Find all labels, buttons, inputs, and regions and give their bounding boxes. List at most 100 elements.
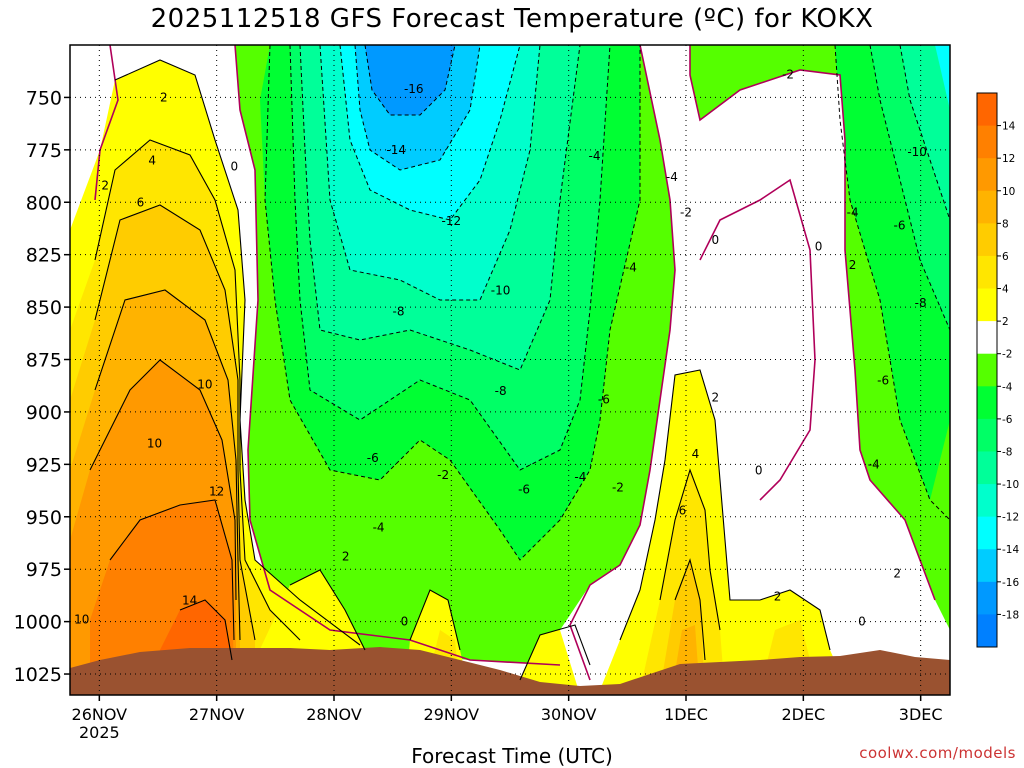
contour-label-1: 2	[101, 178, 109, 192]
colorbar-swatch-12	[977, 484, 997, 518]
colorbar-swatch-1	[977, 125, 997, 159]
colorbar-label-3: 8	[1002, 218, 1009, 230]
y-tick-label-875: 875	[26, 350, 62, 372]
colorbar: 14 12 10 8 6 4 2 -2 -4 -6 -8 -10 -12 -14 -16 -18	[976, 92, 1019, 648]
colorbar-swatch-11	[977, 451, 997, 485]
colorbar-label-12: -12	[1002, 512, 1019, 524]
contour-2-29nov	[409, 589, 461, 651]
contour-label-33: 4	[692, 447, 700, 461]
y-axis: 750 775 800 825 850 875 900 925 950 975 1000 1025	[14, 87, 70, 686]
contour-label-3: 6	[137, 195, 145, 209]
contour-6-1dec	[674, 558, 706, 661]
y-tick-label-925: 925	[26, 454, 62, 476]
contour-label-36: 2	[774, 589, 782, 603]
contour-4-west	[94, 139, 301, 641]
terrain	[70, 647, 950, 695]
contour-label-22: -6	[598, 392, 610, 406]
colorbar-label-0: 14	[1002, 121, 1016, 133]
y-tick-label-950: 950	[26, 507, 62, 529]
contour-label-42: -8	[915, 296, 927, 310]
contour-2-28nov	[289, 569, 366, 651]
colorbar-label-11: -10	[1002, 479, 1019, 491]
contour-label-40: -6	[894, 218, 906, 232]
contour-label-23: 2	[342, 550, 350, 564]
contour-zero-east-outer	[689, 45, 936, 601]
contour-2-1dec	[619, 369, 831, 651]
dashed-negative-contours	[264, 45, 950, 561]
colorbar-label-10: -8	[1002, 446, 1012, 458]
contour-labels: 2 2 4 6 0 10 10 12 14 10 -16 -14 -12 -10 -8 -8 -6 -2 -4 -6 -…	[74, 67, 927, 628]
contour-label-5: 10	[197, 378, 212, 392]
contour-label-25: -4	[588, 149, 600, 163]
contour-minus6-east	[869, 45, 950, 331]
y-tick-label-825: 825	[26, 245, 62, 267]
contour-label-24: 0	[401, 615, 409, 629]
contour-6-west	[94, 204, 256, 641]
colorbar-label-13: -14	[1002, 544, 1019, 556]
contour-lines	[89, 45, 950, 681]
contour-label-10: -16	[404, 82, 424, 96]
contour-14-west	[179, 599, 233, 661]
contour-label-11: -14	[386, 143, 406, 157]
colorbar-label-5: 4	[1002, 284, 1009, 296]
contour-label-15: -8	[495, 384, 507, 398]
y-tick-label-800: 800	[26, 192, 62, 214]
y-tick-label-900: 900	[26, 402, 62, 424]
contour-label-28: -2	[680, 206, 692, 220]
colorbar-label-4: 6	[1002, 251, 1009, 263]
contour-minus8-east	[899, 45, 950, 221]
contour-minus14	[354, 45, 481, 171]
colorbar-label-6: 2	[1002, 316, 1009, 328]
colorbar-label-2: 10	[1002, 186, 1015, 198]
contour-label-39: 2	[849, 258, 857, 272]
colorbar-swatch-13	[977, 516, 997, 550]
contour-label-6: 10	[147, 436, 162, 450]
contour-label-17: -2	[437, 468, 449, 482]
colorbar-label-8: -4	[1002, 381, 1013, 393]
colorbar-swatch-10	[977, 418, 997, 452]
x-tick-label-27NOV: 27NOV	[189, 705, 245, 724]
contour-label-7: 12	[209, 485, 224, 499]
contour-label-37: 0	[858, 615, 866, 629]
fill-band-minus16-minus18	[365, 45, 455, 115]
contour-label-29: 0	[712, 233, 720, 247]
contour-minus16	[364, 45, 456, 116]
colorbar-swatch-6	[977, 288, 997, 322]
credit-link[interactable]: coolwx.com/models	[859, 744, 1016, 762]
contour-zero-west-1	[94, 45, 119, 201]
contour-label-34: 0	[755, 464, 763, 478]
contour-label-44: -4	[868, 457, 880, 471]
contour-zero-east-inner	[569, 45, 676, 681]
contour-label-2: 4	[148, 153, 156, 167]
contour-label-21: -2	[612, 480, 624, 494]
contour-minus6	[299, 45, 581, 371]
colorbar-label-14: -16	[1002, 577, 1019, 589]
contour-minus10	[319, 45, 541, 301]
contour-label-43: -10	[907, 145, 927, 159]
contour-label-31: -2	[782, 67, 794, 81]
grid-lines	[70, 45, 950, 695]
chart-title: 2025112518 GFS Forecast Temperature (ºC)…	[150, 4, 874, 34]
contour-10-west	[89, 359, 237, 601]
x-tick-label-3DEC: 3DEC	[899, 705, 943, 724]
plot-frame	[69, 44, 951, 696]
contour-label-9: 10	[74, 613, 89, 627]
fill-band-minus12-east	[935, 45, 950, 110]
y-tick-label-750: 750	[26, 87, 62, 109]
colorbar-swatch-14	[977, 549, 997, 583]
y-tick-label-975: 975	[26, 559, 62, 581]
x-year-label: 2025	[79, 723, 120, 742]
contour-label-27: -4	[666, 170, 678, 184]
contour-minus4-east	[834, 45, 950, 521]
x-axis: 26NOV 27NOV 28NOV 29NOV 30NOV 1DEC 2DEC 3DEC 202…	[72, 695, 943, 742]
contour-label-41: -6	[877, 373, 889, 387]
colorbar-swatch-8	[977, 353, 997, 387]
contour-label-4: 0	[230, 160, 238, 174]
contour-minus12	[339, 45, 521, 221]
contour-label-26: -4	[625, 260, 637, 274]
colorbar-swatch-0	[977, 93, 997, 127]
contour-2-west	[114, 59, 361, 646]
contour-label-13: -10	[491, 283, 511, 297]
colorbar-swatch-3	[977, 190, 997, 224]
